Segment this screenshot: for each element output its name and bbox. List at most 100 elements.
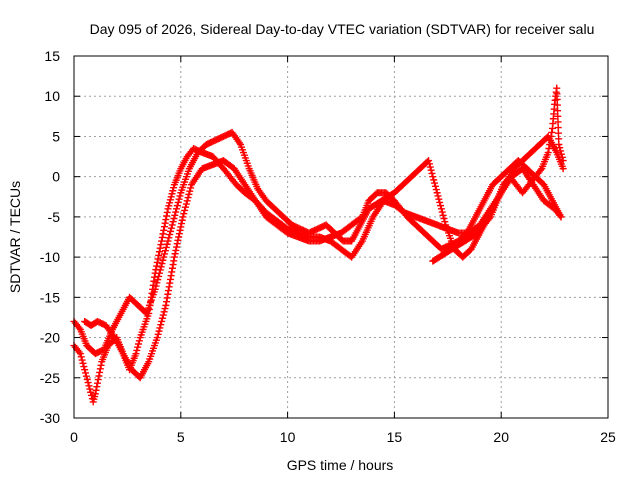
data-point [178, 216, 186, 224]
data-point [425, 157, 433, 165]
plot-frame [73, 55, 609, 419]
data-point [556, 211, 564, 219]
data-point [177, 223, 185, 231]
data-point [433, 189, 441, 197]
data-point [175, 233, 183, 241]
y-tick-label: -20 [40, 330, 60, 346]
data-point [132, 350, 140, 358]
x-axis-label: GPS time / hours [287, 457, 394, 473]
data-point [160, 253, 168, 261]
data-point [185, 190, 193, 198]
data-point [93, 383, 101, 391]
y-tick-label: -30 [40, 410, 60, 426]
data-point [187, 184, 195, 192]
data-point [151, 285, 159, 293]
data-point [173, 202, 181, 210]
data-point [164, 237, 172, 245]
data-point [176, 192, 184, 200]
data-point [436, 198, 444, 206]
data-point [557, 147, 565, 155]
data-point [156, 244, 164, 252]
data-point [156, 266, 164, 274]
data-point [91, 390, 99, 398]
data-point [537, 166, 545, 174]
data-point [430, 176, 438, 184]
data-point [547, 132, 555, 140]
data-point [156, 324, 164, 332]
data-point [175, 195, 183, 203]
y-axis-label: SDTVAR / TECUs [7, 181, 23, 293]
data-point [161, 250, 169, 258]
data-point [556, 144, 564, 152]
data-point [426, 163, 434, 171]
data-point [179, 213, 187, 221]
data-point [92, 386, 100, 394]
data-point [437, 202, 445, 210]
data-point [441, 218, 449, 226]
data-point [75, 348, 83, 356]
data-point [431, 182, 439, 190]
data-point [94, 376, 102, 384]
data-point [134, 343, 142, 351]
data-point [544, 149, 552, 157]
data-point [546, 136, 554, 144]
data-point [175, 230, 183, 238]
data-point [559, 157, 567, 165]
series-track-c [81, 157, 565, 382]
data-point [93, 379, 101, 387]
data-point [133, 346, 141, 354]
data-point [435, 195, 443, 203]
data-point [159, 311, 167, 319]
chart-title: Day 095 of 2026, Sidereal Day-to-day VTE… [90, 21, 595, 37]
data-point [88, 391, 96, 399]
data-point [157, 263, 165, 271]
data-point [178, 220, 186, 228]
data-point [170, 253, 178, 261]
data-point [163, 208, 171, 216]
data-point [153, 262, 161, 270]
y-tick-label: 5 [52, 128, 60, 144]
data-point [173, 205, 181, 213]
data-point [95, 372, 103, 380]
data-point [165, 234, 173, 242]
ticks: 0 5 10 15 20 25 -30 -25 -20 -15 -10 -5 0 5 10 15 [40, 48, 616, 445]
y-tick-label: 10 [44, 88, 60, 104]
data-point [166, 231, 174, 239]
data-point [174, 236, 182, 244]
data-point [160, 308, 168, 316]
data-point [77, 353, 85, 361]
data-point [82, 372, 90, 380]
data-point [85, 382, 93, 390]
x-tick-label: 15 [387, 429, 403, 445]
data-point [160, 223, 168, 231]
data-point [425, 160, 433, 168]
data-point [78, 356, 86, 364]
data-point [546, 140, 554, 148]
data-point [170, 214, 178, 222]
data-point [84, 379, 92, 387]
data-point [157, 321, 165, 329]
data-point [154, 255, 162, 263]
data-point [558, 153, 566, 161]
data-point [135, 337, 143, 345]
data-point [96, 368, 104, 376]
data-point [155, 248, 163, 256]
data-point [171, 211, 179, 219]
data-point [163, 212, 171, 220]
data-point [545, 145, 553, 153]
data-point [155, 251, 163, 259]
data-point [434, 192, 442, 200]
data-point [557, 213, 565, 221]
data-point [79, 359, 87, 367]
data-point [172, 246, 180, 254]
y-tick-label: -25 [40, 370, 60, 386]
y-tick-label: 0 [52, 169, 60, 185]
data-point [83, 375, 91, 383]
data-point [438, 208, 446, 216]
data-point [82, 369, 90, 377]
grid [74, 56, 608, 418]
data-point [81, 366, 89, 374]
y-tick-label: -10 [40, 249, 60, 265]
data-point [182, 200, 190, 208]
